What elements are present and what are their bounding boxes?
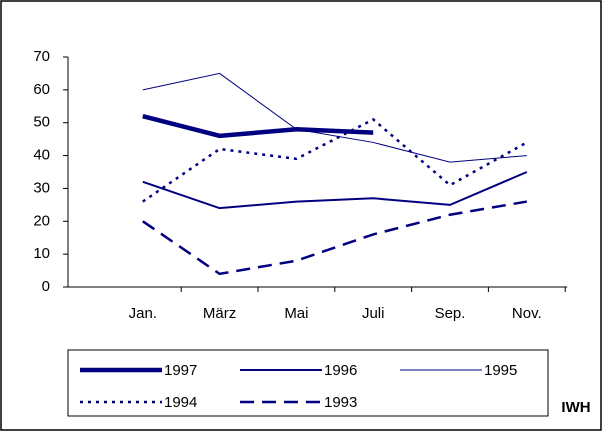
y-tick-label: 20 <box>33 212 50 229</box>
y-tick-label: 30 <box>33 179 50 196</box>
legend-label: 1995 <box>484 362 517 379</box>
x-tick-label: März <box>203 305 236 322</box>
y-tick-label: 50 <box>33 114 50 131</box>
series-line <box>142 171 528 210</box>
y-tick-label: 10 <box>33 245 50 262</box>
legend-box <box>67 349 549 417</box>
x-tick-label: Mai <box>284 305 308 322</box>
series-line <box>142 113 374 139</box>
y-tick-label: 70 <box>33 48 50 65</box>
source-label: IWH <box>561 399 590 416</box>
y-tick-label: 60 <box>33 81 50 98</box>
legend-label: 1996 <box>324 362 357 379</box>
y-tick-label: 0 <box>42 278 50 295</box>
x-tick-label: Juli <box>362 305 385 322</box>
legend-label: 1993 <box>324 394 357 411</box>
y-tick-label: 40 <box>33 147 50 164</box>
legend-label: 1997 <box>164 362 197 379</box>
legend-label: 1994 <box>164 394 197 411</box>
x-tick-label: Jan. <box>129 305 157 322</box>
x-tick-label: Sep. <box>435 305 466 322</box>
series-line <box>142 200 528 276</box>
x-tick-label: Nov. <box>512 305 542 322</box>
series-line <box>142 72 527 163</box>
